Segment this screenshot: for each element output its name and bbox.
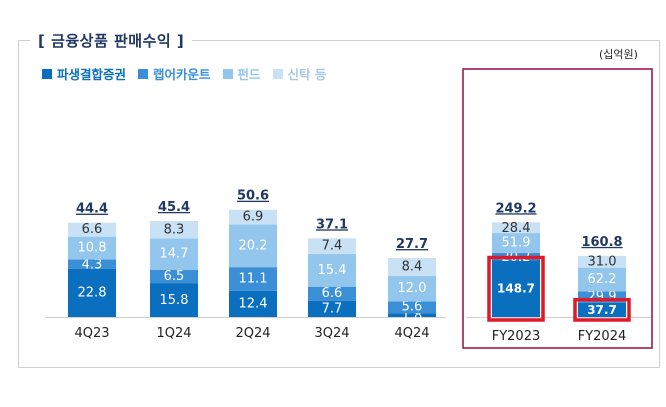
total-label-3Q24: 37.1 (316, 217, 348, 232)
data-label-3Q24-3: 7.4 (322, 239, 343, 254)
bar-segment-FY2023-3 (492, 222, 540, 234)
data-label-FY2024-2: 62.2 (588, 272, 617, 287)
data-label-FY2023-2: 51.9 (502, 235, 531, 250)
legend-item-derivative: 파생결합증권 (42, 64, 126, 83)
bar-segment-4Q24-2 (388, 275, 436, 302)
total-label-FY2024: 160.8 (581, 235, 622, 250)
bar-segment-1Q24-3 (150, 220, 198, 239)
data-label-4Q23-1: 4.3 (82, 258, 103, 273)
legend-item-trust: 신탁 등 (272, 64, 327, 83)
data-label-FY2024-3: 31.0 (588, 254, 617, 269)
bar-segment-4Q24-1 (388, 301, 436, 314)
bar-segment-FY2023-0 (492, 260, 540, 317)
data-label-2Q24-1: 11.1 (239, 271, 268, 286)
data-label-3Q24-1: 6.6 (322, 286, 343, 301)
data-label-2Q24-2: 20.2 (239, 238, 268, 253)
legend-label: 랩어카운트 (153, 67, 211, 82)
annual-highlight-box (462, 68, 653, 349)
legend-swatch (138, 68, 149, 79)
data-label-FY2023-3: 28.4 (502, 221, 531, 236)
legend-swatch (272, 68, 283, 79)
bar-segment-FY2023-2 (492, 233, 540, 253)
bar-segment-1Q24-2 (150, 238, 198, 270)
data-label-4Q23-0: 22.8 (78, 285, 107, 300)
bar-segment-3Q24-2 (308, 254, 356, 287)
data-label-1Q24-2: 14.7 (160, 247, 189, 262)
bar-segment-1Q24-1 (150, 269, 198, 284)
highlight-outline-FY2023 (487, 255, 545, 322)
bar-segment-2Q24-3 (229, 209, 277, 225)
bar-segment-4Q23-3 (68, 222, 116, 237)
bar-segment-4Q23-0 (68, 268, 116, 317)
total-label-FY2023: 249.2 (495, 201, 536, 216)
data-label-1Q24-1: 6.5 (164, 269, 185, 284)
category-label-3Q24: 3Q24 (314, 326, 349, 341)
data-label-4Q24-3: 8.4 (402, 259, 423, 274)
bar-segment-1Q24-0 (150, 283, 198, 317)
legend-item-fund: 펀드 (222, 64, 261, 83)
chart-title: [ 금융상품 판매수익 ] (30, 30, 193, 51)
data-label-FY2024-0: 37.7 (587, 303, 617, 317)
bar-segment-4Q23-1 (68, 259, 116, 269)
bar-segment-FY2024-1 (578, 291, 626, 303)
data-label-FY2023-0: 148.7 (497, 282, 535, 296)
bar-segment-4Q24-3 (388, 258, 436, 276)
data-label-2Q24-3: 6.9 (243, 210, 264, 225)
legend: 파생결합증권 랩어카운트 펀드 신탁 등 (42, 64, 326, 83)
legend-swatch (42, 68, 52, 79)
data-label-4Q23-2: 10.8 (78, 241, 107, 256)
data-label-1Q24-0: 15.8 (160, 293, 189, 308)
data-label-FY2024-1: 29.9 (588, 289, 617, 304)
bar-segment-3Q24-0 (308, 300, 356, 317)
data-label-4Q24-2: 12.0 (398, 281, 427, 296)
bar-segment-2Q24-2 (229, 224, 277, 268)
data-label-4Q24-1: 5.6 (402, 300, 423, 315)
category-label-2Q24: 2Q24 (235, 326, 270, 341)
bar-segment-FY2024-0 (578, 302, 626, 317)
unit-label: (십억원) (599, 48, 638, 61)
chart-frame (18, 40, 660, 368)
data-label-4Q23-3: 6.6 (82, 222, 103, 237)
category-label-FY2023: FY2023 (492, 329, 541, 344)
highlight-outline-FY2024 (573, 297, 631, 322)
bar-segment-FY2024-2 (578, 267, 626, 292)
bar-segment-4Q24-0 (388, 313, 436, 317)
legend-label: 펀드 (237, 67, 261, 82)
bar-segment-2Q24-1 (229, 267, 277, 291)
legend-item-wrap-account: 랩어카운트 (138, 64, 211, 83)
total-label-4Q23: 44.4 (76, 202, 108, 217)
legend-swatch (222, 68, 233, 79)
bar-segment-FY2024-3 (578, 255, 626, 268)
legend-label: 신탁 등 (287, 67, 327, 82)
category-label-FY2024: FY2024 (578, 329, 627, 344)
data-label-2Q24-0: 12.4 (239, 296, 268, 311)
category-label-4Q24: 4Q24 (394, 326, 429, 341)
category-label-1Q24: 1Q24 (156, 326, 191, 341)
bar-segment-3Q24-1 (308, 286, 356, 301)
bar-segment-3Q24-3 (308, 238, 356, 255)
legend-label: 파생결합증권 (57, 67, 127, 82)
data-label-3Q24-0: 7.7 (322, 301, 343, 316)
data-label-3Q24-2: 15.4 (318, 263, 347, 278)
bar-segment-4Q23-2 (68, 236, 116, 260)
total-label-4Q24: 27.7 (396, 237, 428, 252)
total-label-1Q24: 45.4 (158, 200, 190, 215)
bar-segment-2Q24-0 (229, 290, 277, 317)
data-label-1Q24-3: 8.3 (164, 222, 185, 237)
category-label-4Q23: 4Q23 (74, 326, 109, 341)
total-label-2Q24: 50.6 (237, 189, 269, 204)
